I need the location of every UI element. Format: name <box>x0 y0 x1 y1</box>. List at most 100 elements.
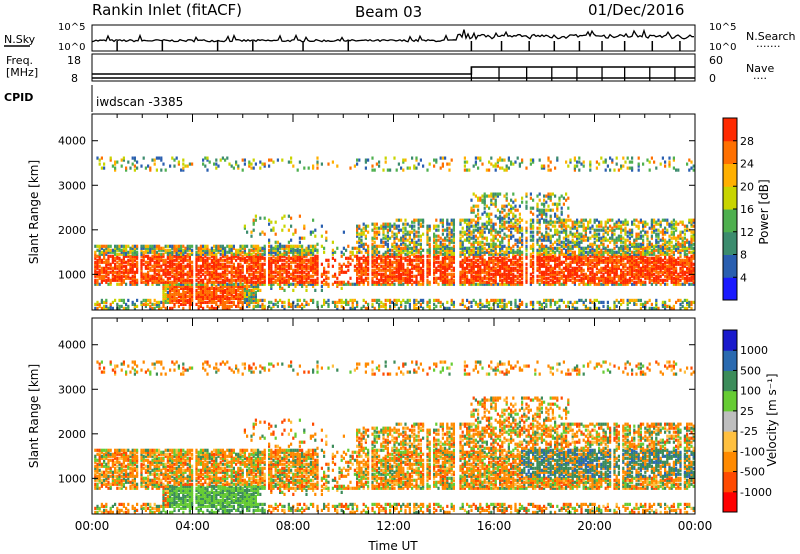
power-cell <box>230 270 233 274</box>
power-cell <box>171 294 174 298</box>
power-cell <box>503 306 506 310</box>
power-cell <box>199 294 202 298</box>
power-cell <box>305 302 308 306</box>
power-cell <box>474 274 477 278</box>
power-cell <box>171 306 174 310</box>
power-cell <box>433 238 436 242</box>
power-cell <box>140 272 143 276</box>
power-cell <box>175 246 178 250</box>
power-cell <box>243 292 246 296</box>
power-cell <box>175 252 178 256</box>
power-cell <box>120 260 123 264</box>
power-cell <box>217 294 220 298</box>
power-cell <box>551 242 554 246</box>
power-cell <box>309 262 312 266</box>
power-cell <box>114 160 117 164</box>
power-cell <box>166 256 169 260</box>
power-cell <box>164 284 167 288</box>
power-cell <box>437 260 440 264</box>
power-cell <box>435 246 438 250</box>
power-cell <box>270 158 273 162</box>
power-cell <box>558 230 561 234</box>
power-cell <box>397 272 400 276</box>
power-cell <box>340 250 343 254</box>
power-cell <box>232 252 235 256</box>
power-cell <box>307 272 310 276</box>
power-cell <box>94 268 97 272</box>
power-cell <box>195 252 198 256</box>
power-cell <box>477 266 480 270</box>
power-cell <box>158 256 161 260</box>
power-cell <box>191 270 194 274</box>
power-cell <box>556 216 559 220</box>
power-cell <box>171 246 174 250</box>
power-cell <box>144 304 147 308</box>
power-cell <box>499 278 502 282</box>
power-cell <box>252 254 255 258</box>
power-cell <box>243 248 246 252</box>
power-cell <box>549 268 552 272</box>
power-cell <box>149 260 152 264</box>
power-cell <box>554 240 557 244</box>
power-cell <box>413 236 416 240</box>
power-cell <box>514 254 517 258</box>
power-cell <box>558 218 561 222</box>
power-cell <box>516 270 519 274</box>
power-cell <box>307 274 310 278</box>
power-cell <box>340 298 343 302</box>
power-cell <box>477 274 480 278</box>
power-cell <box>314 288 317 292</box>
power-cell <box>466 274 469 278</box>
power-cell <box>226 250 229 254</box>
power-cell <box>237 284 240 288</box>
power-cell <box>252 290 255 294</box>
power-cell <box>499 282 502 286</box>
power-cell <box>219 294 222 298</box>
power-cell <box>461 252 464 256</box>
power-cell <box>422 232 425 236</box>
power-cell <box>94 264 97 268</box>
power-cell <box>171 296 174 300</box>
power-cell <box>386 282 389 286</box>
power-cell <box>512 282 515 286</box>
power-cell <box>565 242 568 246</box>
power-cell <box>549 222 552 226</box>
power-cell <box>510 198 513 202</box>
power-cell <box>195 272 198 276</box>
power-cell <box>213 254 216 258</box>
power-cell <box>501 266 504 270</box>
power-cell <box>186 280 189 284</box>
power-cell <box>426 264 429 268</box>
power-cell <box>122 250 125 254</box>
power-cell <box>503 260 506 264</box>
power-cell <box>226 284 229 288</box>
power-cell <box>459 262 462 266</box>
power-cell <box>105 304 108 308</box>
power-cell <box>301 274 304 278</box>
power-cell <box>521 264 524 268</box>
power-cell <box>380 258 383 262</box>
power-cell <box>169 248 172 252</box>
power-cell <box>411 226 414 230</box>
power-cell <box>164 296 167 300</box>
power-cell <box>408 302 411 306</box>
power-cell <box>459 282 462 286</box>
power-cell <box>96 248 99 252</box>
power-cell <box>393 266 396 270</box>
power-cell <box>556 258 559 262</box>
power-cell <box>358 262 361 266</box>
power-cell <box>224 250 227 254</box>
power-cell <box>389 260 392 264</box>
power-cell <box>406 276 409 280</box>
power-cell <box>567 264 570 268</box>
power-cell <box>177 254 180 258</box>
power-cell <box>507 268 510 272</box>
date-title: 01/Dec/2016 <box>588 1 684 19</box>
power-cell <box>571 232 574 236</box>
power-cell <box>499 266 502 270</box>
power-cell <box>276 266 279 270</box>
power-cell <box>246 230 249 234</box>
power-cell <box>204 262 207 266</box>
power-cell <box>444 228 447 232</box>
power-cell <box>184 300 187 304</box>
